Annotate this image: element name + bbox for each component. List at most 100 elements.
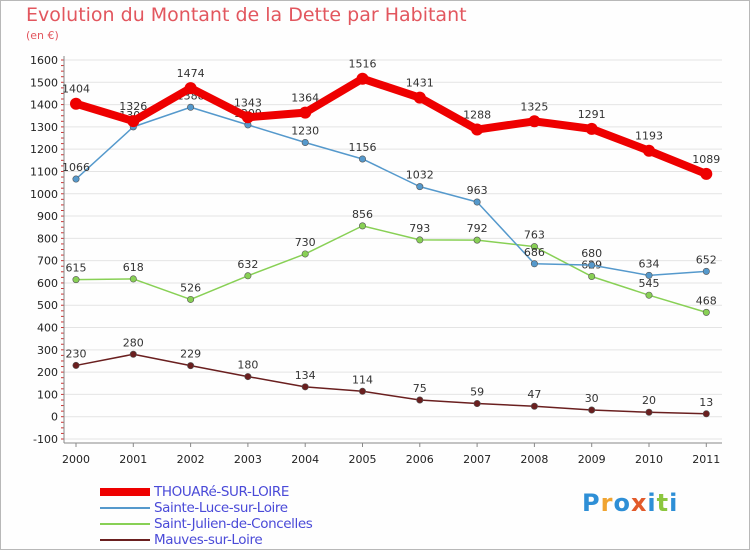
data-point — [127, 115, 140, 128]
data-label: 1474 — [177, 67, 205, 80]
legend-label-mauves: Mauves-sur-Loire — [154, 532, 263, 548]
data-label: 280 — [123, 336, 144, 349]
data-point — [416, 236, 424, 244]
data-label: 1288 — [463, 109, 491, 122]
data-point — [645, 271, 653, 279]
data-label: 30 — [585, 392, 599, 405]
y-tick-label: 1600 — [30, 54, 58, 67]
series-line — [75, 225, 708, 314]
data-point — [70, 97, 82, 110]
data-label: 792 — [467, 222, 488, 235]
x-tick-label: 2007 — [463, 453, 491, 466]
x-tick-label: 2005 — [349, 453, 377, 466]
data-point — [588, 261, 596, 269]
data-label: 1089 — [692, 153, 720, 166]
y-tick-label: 800 — [37, 232, 58, 245]
data-point — [588, 406, 596, 414]
y-tick-label: 1000 — [30, 188, 58, 201]
y-tick-label: 0 — [51, 411, 58, 424]
chart-title: Evolution du Montant de la Dette par Hab… — [26, 4, 467, 26]
x-tick-label: 2000 — [62, 453, 90, 466]
data-point — [702, 308, 710, 316]
data-label: 730 — [295, 236, 316, 249]
data-point — [358, 155, 366, 163]
data-point — [702, 267, 710, 275]
data-label: 618 — [123, 261, 144, 274]
y-tick-label: 700 — [37, 255, 58, 268]
data-label: 615 — [66, 262, 87, 275]
logo-letter: x — [630, 489, 648, 517]
logo-letter: P — [582, 489, 601, 517]
data-label: 1325 — [520, 100, 548, 113]
data-point — [358, 387, 366, 395]
logo-letter: o — [613, 489, 631, 517]
y-tick-label: 1400 — [30, 99, 58, 112]
legend-swatch-mauves — [100, 539, 150, 541]
data-point — [645, 291, 653, 299]
data-point — [702, 410, 710, 418]
data-label: 680 — [581, 247, 602, 260]
data-label: 1193 — [635, 130, 663, 143]
data-label: 686 — [524, 246, 545, 259]
data-label: 20 — [642, 394, 656, 407]
data-label: 1156 — [349, 141, 377, 154]
data-label: 1326 — [119, 100, 147, 113]
data-label: 545 — [639, 277, 660, 290]
y-tick-label: 1500 — [30, 76, 58, 89]
y-tick-label: 1300 — [30, 121, 58, 134]
legend-label-saint-julien: Saint-Julien-de-Concelles — [154, 516, 313, 532]
data-label: 763 — [524, 229, 545, 242]
logo-letter: i — [647, 489, 657, 517]
legend-swatch-saint-julien — [100, 523, 150, 525]
data-point — [241, 111, 254, 124]
data-label: 1032 — [406, 169, 434, 182]
y-tick-label: 100 — [37, 388, 58, 401]
data-label: 1066 — [62, 161, 90, 174]
chart-subtitle: (en €) — [26, 29, 59, 42]
x-tick-label: 2009 — [578, 453, 606, 466]
data-point — [473, 198, 481, 206]
proxiti-logo: Proxiti — [582, 489, 678, 517]
y-tick-label: 900 — [37, 210, 58, 223]
data-label: 1343 — [234, 96, 262, 109]
y-tick-label: 400 — [37, 322, 58, 335]
data-point — [528, 115, 541, 128]
logo-letter: t — [656, 489, 670, 517]
x-tick-label: 2011 — [692, 453, 720, 466]
y-tick-label: 300 — [37, 344, 58, 357]
data-point — [530, 402, 538, 410]
data-point — [72, 276, 80, 284]
data-point — [700, 167, 713, 180]
x-tick-label: 2008 — [520, 453, 548, 466]
y-tick-label: 1100 — [30, 165, 58, 178]
data-point — [129, 350, 137, 358]
data-label: 114 — [352, 373, 373, 386]
data-label: 468 — [696, 294, 717, 307]
data-label: 13 — [699, 396, 713, 409]
data-point — [645, 408, 653, 416]
data-point — [643, 144, 655, 157]
data-point — [301, 383, 309, 391]
data-point — [416, 396, 424, 404]
data-label: 634 — [639, 257, 660, 270]
data-label: 632 — [237, 258, 258, 271]
data-point — [244, 373, 252, 381]
data-point — [530, 243, 538, 251]
data-label: 134 — [295, 369, 316, 382]
data-label: 1364 — [291, 92, 319, 105]
series-line — [75, 353, 708, 415]
data-point — [473, 400, 481, 408]
data-point — [413, 91, 426, 104]
data-point — [588, 272, 596, 280]
data-point — [356, 72, 369, 85]
data-point — [530, 260, 538, 268]
x-tick-label: 2002 — [177, 453, 205, 466]
y-tick-label: 500 — [37, 299, 58, 312]
data-point — [416, 183, 424, 191]
data-label: 75 — [413, 382, 427, 395]
data-label: 856 — [352, 208, 373, 221]
data-label: 1291 — [578, 108, 606, 121]
y-tick-label: 600 — [37, 277, 58, 290]
